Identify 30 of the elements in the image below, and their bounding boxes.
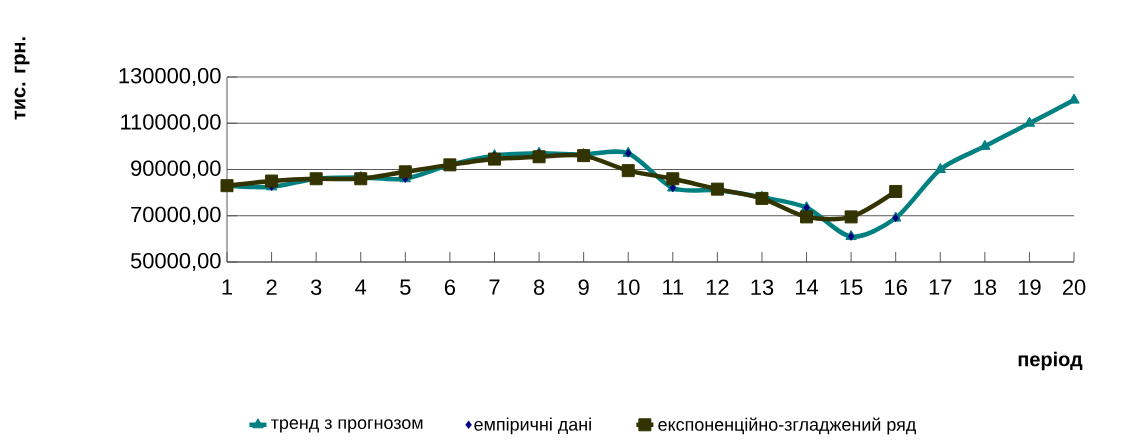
x-tick-label: 1	[222, 279, 233, 295]
y-tick-label: 130000,00	[119, 67, 221, 87]
x-tick-label: 12	[706, 279, 729, 295]
legend-label: тренд з прогнозом	[271, 419, 423, 433]
x-tick-label: 13	[751, 279, 774, 296]
legend-label: експоненційно-згладжений ряд	[658, 417, 916, 435]
y-tick-label: 70000,00	[131, 206, 221, 225]
y-tick-label: 50000,00	[130, 252, 221, 272]
x-tick-label: 16	[885, 279, 907, 296]
x-tick-label: 19	[1018, 279, 1041, 296]
legend-label: емпіричні дані	[474, 417, 591, 435]
x-tick-label: 20	[1062, 279, 1086, 296]
x-tick-label: 8	[533, 279, 545, 296]
x-tick-label: 2	[266, 279, 277, 295]
x-tick-label: 7	[489, 279, 500, 295]
x-tick-label: 10	[617, 279, 640, 296]
x-tick-label: 17	[929, 279, 952, 295]
y-tick-label: 90000,00	[131, 160, 221, 179]
x-tick-label: 3	[310, 279, 322, 296]
x-tick-label: 6	[444, 279, 456, 296]
y-tick-label: 110000,00	[121, 114, 221, 133]
x-axis-title: період	[1018, 351, 1083, 371]
x-tick-label: 15	[840, 279, 863, 295]
x-tick-label: 4	[355, 279, 367, 295]
x-tick-label: 9	[578, 279, 589, 296]
y-axis-title: тис. грн.	[14, 37, 30, 120]
x-tick-label: 11	[663, 279, 684, 295]
x-tick-label: 14	[796, 279, 819, 295]
x-tick-label: 5	[400, 279, 411, 295]
x-tick-label: 18	[974, 279, 997, 296]
